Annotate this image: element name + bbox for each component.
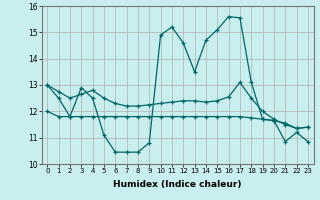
X-axis label: Humidex (Indice chaleur): Humidex (Indice chaleur) [113, 180, 242, 189]
